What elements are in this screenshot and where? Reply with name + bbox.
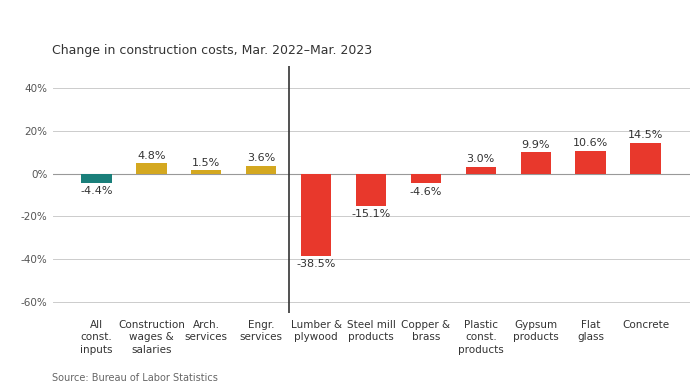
Text: -38.5%: -38.5% [296,259,336,269]
Text: -15.1%: -15.1% [351,209,391,219]
Text: -4.6%: -4.6% [410,187,442,197]
Text: 4.8%: 4.8% [137,151,166,160]
Text: Construction Costs for Key Commodities Continue To Be Very Volatile: Construction Costs for Key Commodities C… [10,15,689,33]
Bar [246,166,276,174]
Bar [356,174,386,206]
Text: -4.4%: -4.4% [80,186,113,196]
Text: 9.9%: 9.9% [522,140,550,150]
Text: Source: Bureau of Labor Statistics: Source: Bureau of Labor Statistics [52,373,218,383]
Text: 3.0%: 3.0% [467,154,495,164]
Text: Change in construction costs, Mar. 2022–Mar. 2023: Change in construction costs, Mar. 2022–… [52,44,372,57]
Bar [81,174,111,183]
Text: 10.6%: 10.6% [573,138,608,148]
Bar [411,174,441,183]
Text: ⓘ constructconnect.: ⓘ constructconnect. [580,20,690,29]
Text: 3.6%: 3.6% [247,153,275,163]
Bar [631,142,661,174]
Bar [301,174,331,256]
Bar [136,163,167,174]
Text: 1.5%: 1.5% [193,158,220,168]
Text: 14.5%: 14.5% [628,130,663,140]
Bar [521,152,551,174]
Bar [575,151,606,174]
Bar [191,170,221,174]
Bar [466,167,496,174]
